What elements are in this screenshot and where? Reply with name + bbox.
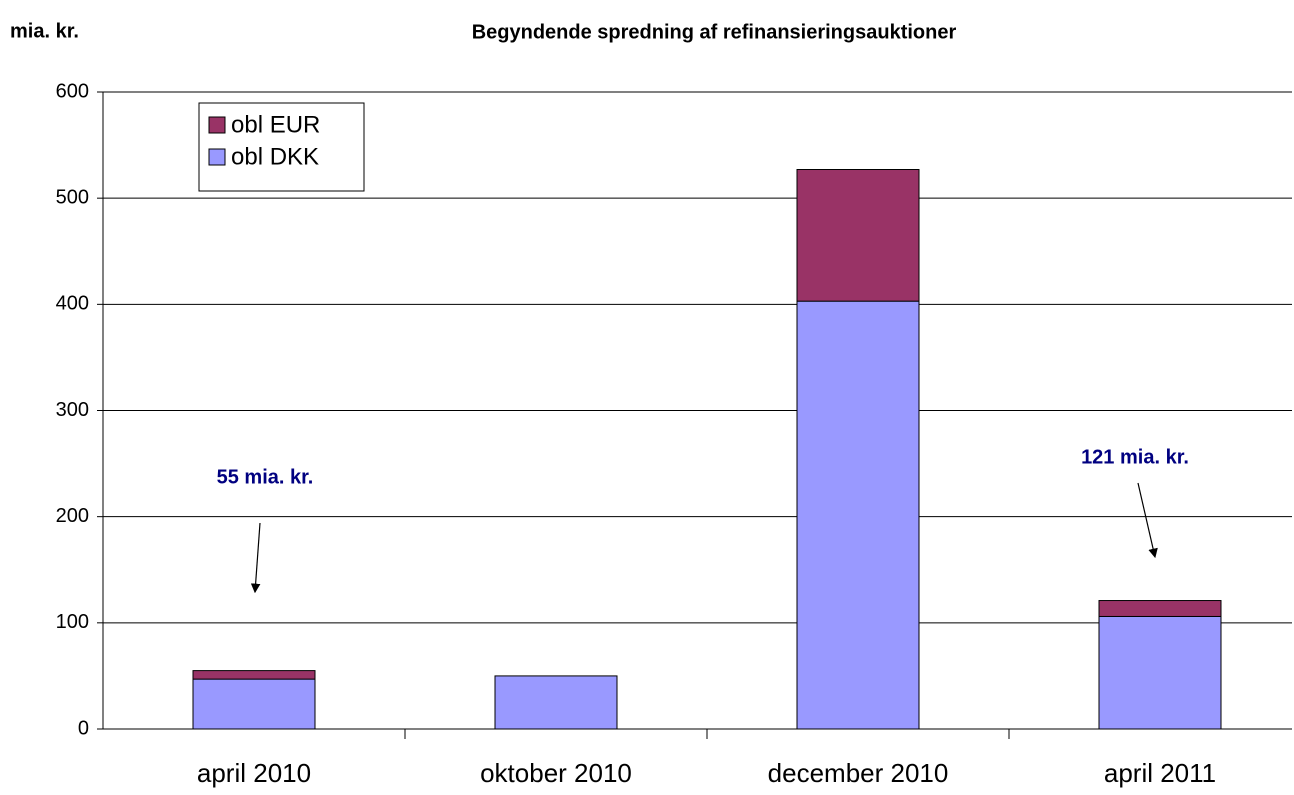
legend-swatch: [208, 116, 226, 134]
y-tick-label: 600: [56, 80, 89, 102]
x-tick-label: april 2011: [1104, 758, 1216, 788]
legend-box: [198, 102, 365, 192]
y-tick-label: 200: [56, 505, 89, 527]
x-tick-label: december 2010: [768, 758, 949, 788]
bar-segment: [192, 678, 316, 730]
annotation: 121 mia. kr.: [1081, 446, 1189, 468]
y-tick-label: 0: [78, 717, 89, 739]
y-tick-label: 300: [56, 399, 89, 421]
legend-label: obl DKK: [231, 143, 319, 170]
bar-segment: [796, 300, 920, 730]
bar-segment: [494, 675, 618, 730]
legend-label: obl EUR: [231, 111, 320, 138]
chart-title: Begyndende spredning af refinansieringsa…: [472, 21, 957, 43]
x-tick-label: april 2010: [197, 758, 311, 788]
annotation-arrow: [250, 522, 261, 594]
bar-segment: [796, 169, 920, 302]
y-tick-label: 100: [56, 611, 89, 633]
y-axis-label: mia. kr.: [10, 20, 79, 42]
annotation-arrow: [1137, 482, 1158, 559]
y-tick-label: 500: [56, 186, 89, 208]
bar-segment: [192, 670, 316, 680]
y-tick-label: 400: [56, 293, 89, 315]
bar-segment: [1098, 600, 1222, 617]
bar-segment: [1098, 615, 1222, 730]
legend-swatch: [208, 148, 226, 166]
annotation: 55 mia. kr.: [217, 466, 314, 488]
x-tick-label: oktober 2010: [480, 758, 632, 788]
